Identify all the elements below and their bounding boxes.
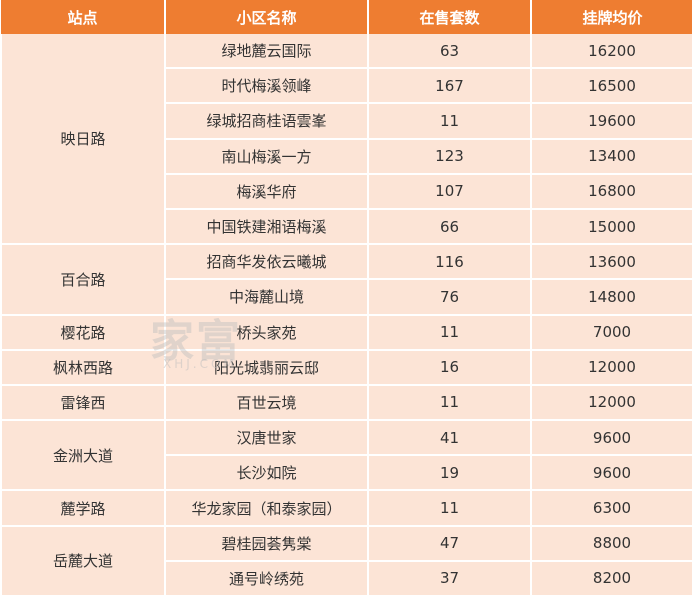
count-cell: 116: [367, 243, 532, 281]
community-cell: 时代梅溪领峰: [164, 67, 369, 105]
station-cell: 麓学路: [0, 489, 166, 527]
table-row: 百合路 招商华发依云曦城 116 13600: [0, 243, 692, 316]
price-cell: 16200: [530, 34, 692, 70]
count-cell: 47: [367, 524, 532, 562]
count-cell: 16: [367, 348, 532, 386]
price-cell: 16800: [530, 172, 692, 210]
count-cell: 167: [367, 67, 532, 105]
station-cell: 枫林西路: [0, 348, 166, 386]
community-cell: 中海麓山境: [164, 278, 369, 316]
table-row: 枫林西路 阳光城翡丽云邸 16 12000: [0, 348, 692, 386]
table-row: 樱花路 桥头家苑 11 7000: [0, 313, 692, 351]
count-cell: 37: [367, 559, 532, 597]
station-cell: 樱花路: [0, 313, 166, 351]
table-row: 南山梅溪一方 123 13400: [1, 137, 692, 175]
count-cell: 63: [367, 34, 532, 70]
community-cell: 长沙如院: [164, 454, 369, 492]
table-row: 映日路 绿地麓云国际 63 16200: [0, 34, 692, 246]
table-header-row: 站点 小区名称 在售套数 挂牌均价: [1, 0, 692, 34]
community-cell: 华龙家园（和泰家园）: [164, 489, 369, 527]
count-cell: 19: [367, 454, 532, 492]
price-cell: 7000: [530, 313, 692, 351]
community-cell: 通号岭绣苑: [164, 559, 369, 597]
table-row: 岳麓大道 碧桂园荟隽棠 47 8800: [0, 524, 692, 597]
community-cell: 绿城招商桂语雲峯: [164, 102, 369, 140]
count-cell: 11: [367, 102, 532, 140]
header-price: 挂牌均价: [531, 0, 692, 34]
table-row: 绿城招商桂语雲峯 11 19600: [1, 102, 692, 140]
station-cell: 映日路: [0, 34, 166, 246]
price-cell: 9600: [530, 419, 692, 457]
community-cell: 招商华发依云曦城: [164, 243, 369, 281]
header-station: 站点: [1, 0, 166, 34]
price-cell: 8200: [530, 559, 692, 597]
community-cell: 百世云境: [164, 383, 369, 422]
count-cell: 41: [367, 419, 532, 457]
table-row: 麓学路 华龙家园（和泰家园） 11 6300: [0, 489, 692, 527]
station-cell: 岳麓大道: [0, 524, 166, 597]
price-cell: 16500: [530, 67, 692, 105]
count-cell: 66: [367, 207, 532, 246]
price-cell: 15000: [530, 207, 692, 246]
community-cell: 梅溪华府: [164, 172, 369, 210]
price-cell: 12000: [530, 383, 692, 422]
price-cell: 8800: [530, 524, 692, 562]
table-row: 中海麓山境 76 14800: [1, 278, 692, 316]
table-row: 通号岭绣苑 37 8200: [1, 559, 692, 597]
table-row: 时代梅溪领峰 167 16500: [1, 67, 692, 105]
community-cell: 桥头家苑: [164, 313, 369, 351]
price-cell: 13600: [530, 243, 692, 281]
table-row: 雷锋西 百世云境 11 12000: [0, 383, 692, 422]
count-cell: 107: [367, 172, 532, 210]
community-cell: 中国铁建湘语梅溪: [164, 207, 369, 246]
table-row: 中国铁建湘语梅溪 66 15000: [1, 207, 692, 246]
count-cell: 76: [367, 278, 532, 316]
price-cell: 13400: [530, 137, 692, 175]
header-community: 小区名称: [165, 0, 369, 34]
count-cell: 11: [367, 489, 532, 527]
count-cell: 11: [367, 383, 532, 422]
community-cell: 南山梅溪一方: [164, 137, 369, 175]
price-cell: 6300: [530, 489, 692, 527]
table-row: 梅溪华府 107 16800: [1, 172, 692, 210]
community-cell: 阳光城翡丽云邸: [164, 348, 369, 386]
price-cell: 19600: [530, 102, 692, 140]
table-body: 映日路 绿地麓云国际 63 16200 时代梅溪领峰 167 16500 绿城招商桂语雲峯 11…: [0, 34, 692, 597]
header-count: 在售套数: [368, 0, 532, 34]
community-cell: 碧桂园荟隽棠: [164, 524, 369, 562]
price-cell: 12000: [530, 348, 692, 386]
price-cell: 14800: [530, 278, 692, 316]
count-cell: 123: [367, 137, 532, 175]
station-cell: 雷锋西: [0, 383, 166, 422]
table-row: 长沙如院 19 9600: [1, 454, 692, 492]
price-cell: 9600: [530, 454, 692, 492]
community-cell: 汉唐世家: [164, 419, 369, 457]
table-row: 金洲大道 汉唐世家 41 9600: [0, 419, 692, 492]
community-cell: 绿地麓云国际: [164, 34, 369, 70]
count-cell: 11: [367, 313, 532, 351]
station-cell: 金洲大道: [0, 419, 166, 492]
station-cell: 百合路: [0, 243, 166, 316]
